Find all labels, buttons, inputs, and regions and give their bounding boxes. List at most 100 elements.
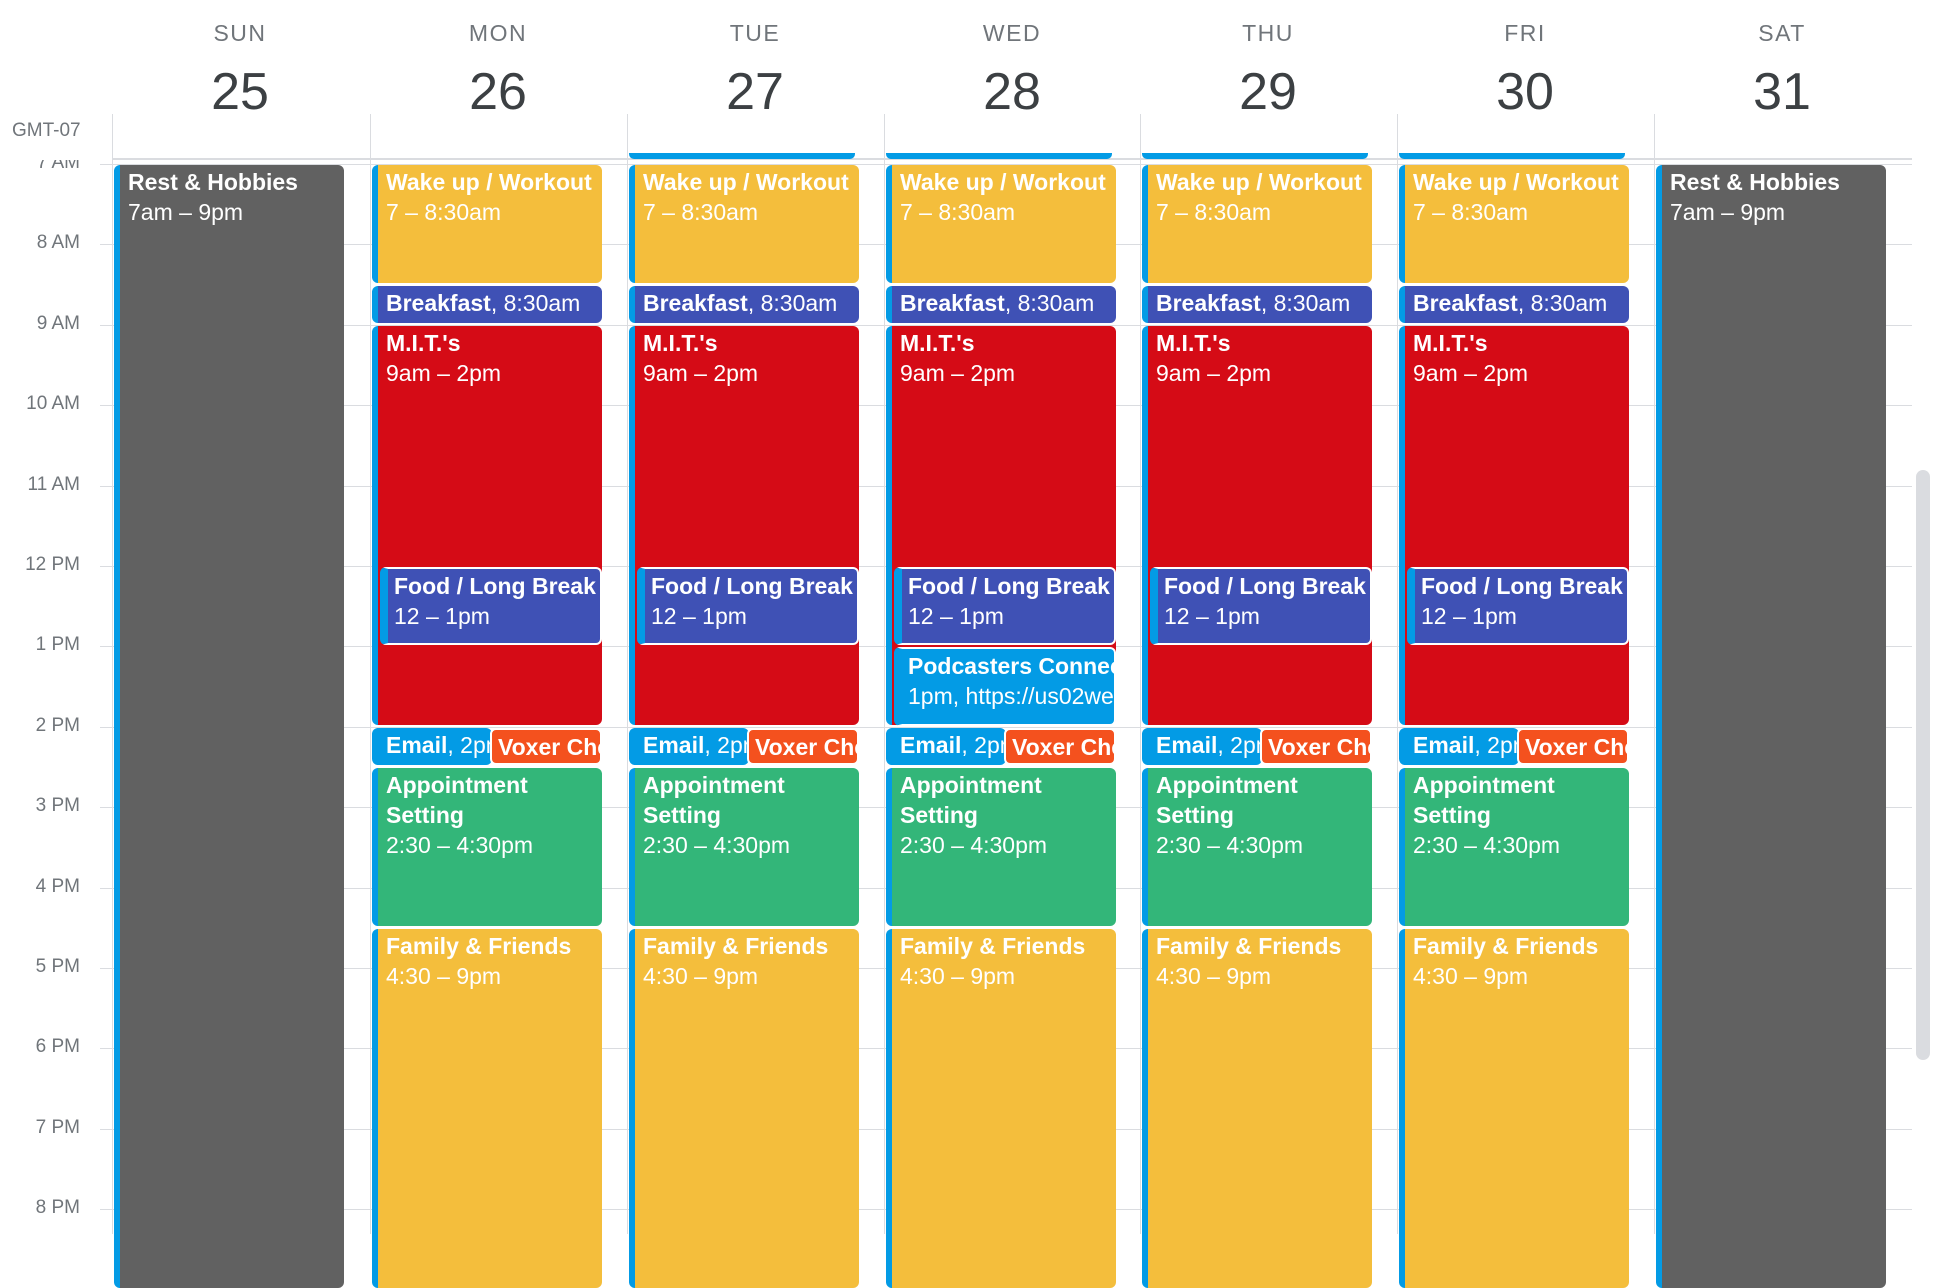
header-divider — [370, 114, 371, 160]
event-m-i-t-s[interactable]: M.I.T.'s 9am – 2pm — [372, 325, 602, 725]
event-breakfast[interactable]: Breakfast, 8:30am — [886, 285, 1116, 323]
event-title: Wake up / Workout — [1413, 169, 1619, 195]
event-title: M.I.T.'s — [386, 329, 461, 356]
event-time: 7 – 8:30am — [643, 199, 759, 225]
overflow-event-edge[interactable] — [1399, 153, 1625, 159]
event-title: Breakfast — [1156, 289, 1261, 316]
event-title: Food / Long Break — [1164, 573, 1366, 599]
day-header-sun[interactable]: SUN 25 — [112, 0, 368, 160]
event-breakfast[interactable]: Breakfast, 8:30am — [1399, 285, 1629, 323]
day-number[interactable]: 25 — [211, 63, 269, 121]
event-time: 8:30am — [503, 289, 581, 316]
event-m-i-t-s[interactable]: M.I.T.'s 9am – 2pm — [1142, 325, 1372, 725]
event-time: 2:30 – 4:30pm — [1413, 832, 1561, 858]
event-podcasters-connect[interactable]: Podcasters Connect 1pm, https://us02web — [894, 647, 1116, 726]
event-food-long-break[interactable]: Food / Long Break 12 – 1pm — [380, 567, 602, 646]
event-wake-up-workout[interactable]: Wake up / Workout 7 – 8:30am — [1399, 165, 1629, 283]
event-m-i-t-s[interactable]: M.I.T.'s 9am – 2pm — [1399, 325, 1629, 725]
event-title: Food / Long Break — [394, 573, 596, 599]
day-number[interactable]: 29 — [1239, 63, 1297, 121]
event-appointment-setting[interactable]: Appointment Setting 2:30 – 4:30pm — [629, 768, 859, 926]
day-number[interactable]: 28 — [983, 63, 1041, 121]
event-appointment-setting[interactable]: Appointment Setting 2:30 – 4:30pm — [372, 768, 602, 926]
day-header-wed[interactable]: WED 28 — [884, 0, 1140, 160]
day-of-week-label: WED — [982, 20, 1042, 46]
day-number[interactable]: 27 — [726, 63, 784, 121]
event-voxer-check[interactable]: Voxer Check — [747, 727, 859, 765]
day-header-tue[interactable]: TUE 27 — [627, 0, 883, 160]
event-time: 9am – 2pm — [643, 359, 759, 386]
event-time: 8:30am — [760, 289, 838, 316]
event-appointment-setting[interactable]: Appointment Setting 2:30 – 4:30pm — [886, 768, 1116, 926]
day-header-fri[interactable]: FRI 30 — [1397, 0, 1653, 160]
event-time: 7 – 8:30am — [900, 199, 1016, 225]
event-time: 12 – 1pm — [908, 603, 1004, 629]
event-time: 8:30am — [1017, 289, 1095, 316]
event-title: Appointment Setting — [900, 772, 1042, 828]
event-family-friends[interactable]: Family & Friends 4:30 – 9pm — [372, 928, 602, 1288]
event-wake-up-workout[interactable]: Wake up / Workout 7 – 8:30am — [886, 165, 1116, 283]
event-food-long-break[interactable]: Food / Long Break 12 – 1pm — [894, 567, 1116, 646]
event-family-friends[interactable]: Family & Friends 4:30 – 9pm — [629, 928, 859, 1288]
event-food-long-break[interactable]: Food / Long Break 12 – 1pm — [1407, 567, 1629, 646]
day-number[interactable]: 30 — [1496, 63, 1554, 121]
header-divider — [1397, 114, 1398, 160]
event-family-friends[interactable]: Family & Friends 4:30 – 9pm — [1399, 928, 1629, 1288]
event-voxer-check[interactable]: Voxer Check — [1517, 727, 1629, 765]
overflow-event-edge[interactable] — [886, 153, 1112, 159]
event-appointment-setting[interactable]: Appointment Setting 2:30 – 4:30pm — [1399, 768, 1629, 926]
event-title: Breakfast — [900, 289, 1005, 316]
day-of-week-label: MON — [468, 20, 528, 46]
event-email[interactable]: Email, 2pm — [1399, 727, 1519, 765]
event-food-long-break[interactable]: Food / Long Break 12 – 1pm — [637, 567, 859, 646]
event-breakfast[interactable]: Breakfast, 8:30am — [1142, 285, 1372, 323]
event-wake-up-workout[interactable]: Wake up / Workout 7 – 8:30am — [372, 165, 602, 283]
event-wake-up-workout[interactable]: Wake up / Workout 7 – 8:30am — [1142, 165, 1372, 283]
event-rest-hobbies[interactable]: Rest & Hobbies 7am – 9pm — [114, 165, 344, 1288]
event-family-friends[interactable]: Family & Friends 4:30 – 9pm — [1142, 928, 1372, 1288]
event-wake-up-workout[interactable]: Wake up / Workout 7 – 8:30am — [629, 165, 859, 283]
event-email[interactable]: Email, 2pm — [886, 727, 1006, 765]
day-of-week-label: FRI — [1504, 20, 1546, 46]
hour-gridline — [100, 727, 1912, 728]
day-column-divider — [627, 160, 628, 1234]
event-email[interactable]: Email, 2pm — [629, 727, 749, 765]
event-time: 9am – 2pm — [386, 359, 502, 386]
event-voxer-check[interactable]: Voxer Check — [1004, 727, 1116, 765]
event-time: 2pm — [974, 731, 1006, 758]
event-email[interactable]: Email, 2pm — [1142, 727, 1262, 765]
hour-label: 6 PM — [35, 1036, 80, 1057]
event-title: Rest & Hobbies — [128, 169, 298, 195]
event-title: Appointment Setting — [386, 772, 528, 828]
day-header-mon[interactable]: MON 26 — [370, 0, 626, 160]
event-title: Breakfast — [643, 289, 748, 316]
event-rest-hobbies[interactable]: Rest & Hobbies 7am – 9pm — [1656, 165, 1886, 1288]
event-title: Appointment Setting — [1413, 772, 1555, 828]
overflow-event-edge[interactable] — [629, 153, 855, 159]
event-breakfast[interactable]: Breakfast, 8:30am — [629, 285, 859, 323]
day-header-sat[interactable]: SAT 31 — [1654, 0, 1910, 160]
vertical-scrollbar[interactable] — [1916, 470, 1930, 1060]
event-title: Food / Long Break — [651, 573, 853, 599]
day-column-divider — [370, 160, 371, 1234]
event-title: Email — [386, 731, 448, 758]
event-time: 4:30 – 9pm — [1156, 962, 1272, 989]
event-title: Voxer Check — [498, 733, 600, 760]
day-number[interactable]: 26 — [469, 63, 527, 121]
event-title: Breakfast — [1413, 289, 1518, 316]
day-number[interactable]: 31 — [1753, 63, 1811, 121]
day-header-thu[interactable]: THU 29 — [1140, 0, 1396, 160]
event-title: Email — [900, 731, 962, 758]
event-breakfast[interactable]: Breakfast, 8:30am — [372, 285, 602, 323]
event-appointment-setting[interactable]: Appointment Setting 2:30 – 4:30pm — [1142, 768, 1372, 926]
event-m-i-t-s[interactable]: M.I.T.'s 9am – 2pm — [629, 325, 859, 725]
event-voxer-check[interactable]: Voxer Check — [490, 727, 602, 765]
event-food-long-break[interactable]: Food / Long Break 12 – 1pm — [1150, 567, 1372, 646]
header-divider — [112, 114, 113, 160]
header-bottom-border — [112, 158, 1912, 160]
event-voxer-check[interactable]: Voxer Check — [1260, 727, 1372, 765]
overflow-event-edge[interactable] — [1142, 153, 1368, 159]
event-title: Family & Friends — [1156, 932, 1342, 959]
event-email[interactable]: Email, 2pm — [372, 727, 492, 765]
event-family-friends[interactable]: Family & Friends 4:30 – 9pm — [886, 928, 1116, 1288]
